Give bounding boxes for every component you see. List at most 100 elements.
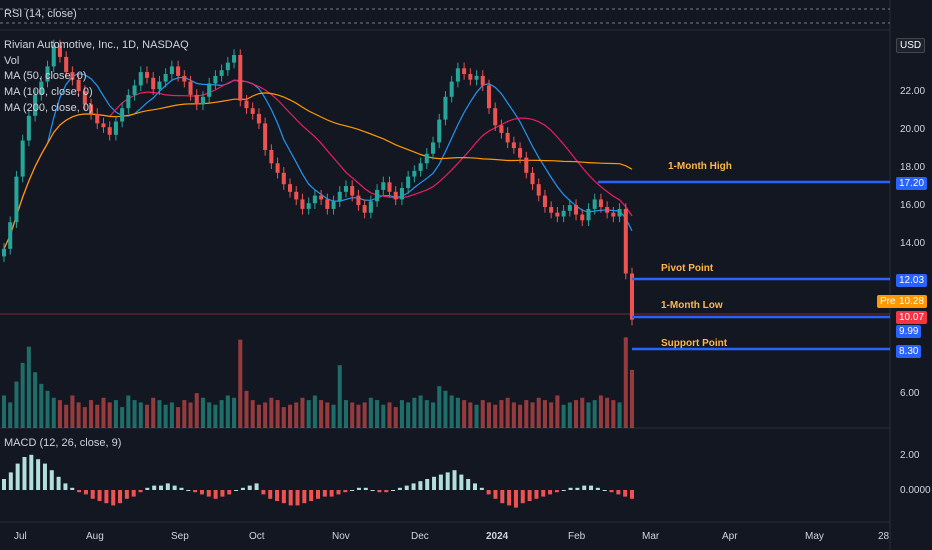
candle <box>505 132 510 143</box>
candle <box>126 94 131 109</box>
level-label: Pivot Point <box>661 263 714 274</box>
volume-bar <box>151 397 156 428</box>
candle <box>319 195 324 200</box>
price-tick: 16.00 <box>900 200 926 211</box>
macd-histogram-bar <box>541 490 546 497</box>
candle <box>281 172 286 185</box>
volume-bar <box>611 400 616 428</box>
volume-bar <box>101 397 106 428</box>
macd-histogram-bar <box>500 490 505 504</box>
macd-histogram-bar <box>602 490 607 491</box>
volume-bar <box>418 395 423 428</box>
candle <box>499 125 504 133</box>
volume-bar <box>33 372 38 428</box>
candle <box>368 201 373 213</box>
macd-histogram-bar <box>507 490 512 506</box>
macd-histogram-bar <box>8 472 13 490</box>
price-tick: 20.00 <box>900 124 926 135</box>
candle <box>287 184 293 192</box>
candle <box>275 163 280 173</box>
macd-histogram-bar <box>288 490 293 506</box>
candle <box>176 66 181 76</box>
macd-histogram-bar <box>466 479 471 490</box>
indicator-ma50: MA (50, close, 0) <box>4 70 87 82</box>
macd-histogram-bar <box>83 490 88 495</box>
macd-histogram-bar <box>275 490 280 501</box>
volume-bar <box>256 404 261 428</box>
volume-bar <box>1 395 7 428</box>
macd-histogram-bar <box>554 490 559 493</box>
macd-histogram-bar <box>70 487 75 490</box>
volume-bar <box>213 404 218 428</box>
macd-histogram-bar <box>138 490 143 493</box>
macd-histogram-bar <box>568 487 573 490</box>
volume-bar <box>424 400 429 428</box>
candle <box>424 153 429 164</box>
macd-histogram-bar <box>22 457 27 490</box>
macd-histogram-bar <box>29 454 34 490</box>
volume-bar <box>368 397 373 428</box>
currency-button[interactable]: USD <box>896 38 926 53</box>
volume-bar <box>51 397 56 428</box>
pre-market-tag: Pre <box>877 295 899 308</box>
volume-bar <box>14 381 19 428</box>
level-badge: 9.99 <box>896 325 922 338</box>
macd-histogram-bar <box>438 474 443 490</box>
volume-bar <box>567 402 572 428</box>
level-label: 1-Month High <box>668 161 732 172</box>
volume-bar <box>319 400 324 428</box>
candle <box>39 81 44 95</box>
level-badge: 8.30 <box>896 345 922 358</box>
volume-bar <box>549 402 554 428</box>
macd-histogram-bar <box>213 490 218 499</box>
candle <box>101 123 106 128</box>
candle <box>412 170 417 177</box>
candle <box>238 55 243 101</box>
volume-bar <box>455 397 460 428</box>
volume-bar <box>20 362 25 428</box>
volume-bar <box>107 402 112 428</box>
volume-bar <box>530 402 535 428</box>
candle <box>20 140 25 177</box>
macd-histogram-bar <box>561 490 566 491</box>
candle <box>399 188 404 200</box>
candle <box>362 205 367 213</box>
candle <box>132 85 137 95</box>
macd-histogram-bar <box>452 470 457 490</box>
candle <box>194 94 199 105</box>
x-label: Mar <box>642 531 660 542</box>
candle <box>518 148 523 158</box>
candle <box>188 81 193 95</box>
volume-bar <box>113 400 118 428</box>
candle <box>213 75 218 84</box>
macd-histogram-bar <box>623 490 628 497</box>
candle <box>356 195 361 206</box>
macd-tick: 2.00 <box>900 450 920 461</box>
candle <box>1 248 7 257</box>
volume-bar <box>312 395 317 428</box>
candle <box>312 195 317 204</box>
candle <box>474 75 479 80</box>
candle <box>82 91 87 105</box>
volume-bar <box>269 397 274 428</box>
macd-histogram-bar <box>418 481 423 490</box>
candle <box>586 208 591 221</box>
macd-histogram-bar <box>240 487 245 490</box>
volume-bar <box>462 400 467 428</box>
candle <box>486 85 492 109</box>
indicator-ma200: MA (200, close, 0) <box>4 102 93 114</box>
macd-histogram-bar <box>527 490 532 501</box>
macd-histogram-bar <box>49 470 54 490</box>
candle <box>70 72 75 80</box>
volume-bar <box>536 397 541 428</box>
ma50-line <box>3 72 633 250</box>
pre-market-badge: 10.28 <box>896 295 928 308</box>
volume-bar <box>126 395 131 428</box>
volume-bar <box>474 404 479 428</box>
volume-bar <box>592 400 597 428</box>
macd-histogram-bar <box>322 490 327 497</box>
volume-bar <box>437 386 442 428</box>
macd-histogram-bar <box>595 487 600 490</box>
macd-histogram-bar <box>172 485 177 490</box>
